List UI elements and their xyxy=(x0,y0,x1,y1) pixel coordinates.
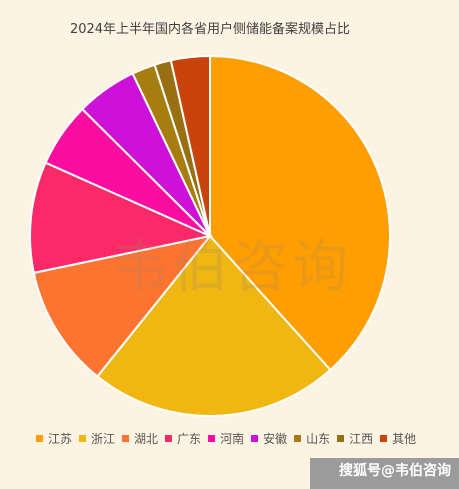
legend-label: 安徽 xyxy=(263,432,288,446)
footer-source-text: 搜狐号@韦伯咨询 xyxy=(339,463,451,479)
legend-item: 山东 xyxy=(294,430,330,447)
chart-legend: 江苏 浙江 湖北 广东 河南 安徽 山东 江西 其他 xyxy=(36,430,456,447)
legend-label: 江西 xyxy=(349,432,374,446)
legend-label: 湖北 xyxy=(134,432,159,446)
legend-swatch xyxy=(165,435,173,442)
legend-label: 广东 xyxy=(177,432,202,446)
legend-swatch xyxy=(337,435,345,442)
legend-item: 浙江 xyxy=(79,430,115,447)
legend-swatch xyxy=(208,435,216,442)
pie-slice-4 xyxy=(29,161,214,275)
legend-swatch xyxy=(294,435,302,442)
pie-slice-1 xyxy=(209,54,391,372)
legend-item: 广东 xyxy=(165,430,201,447)
footer-banner xyxy=(310,458,459,489)
legend-label: 山东 xyxy=(306,432,331,446)
legend-swatch xyxy=(36,435,43,442)
pie-slice-9 xyxy=(169,54,211,237)
legend-swatch xyxy=(122,435,130,442)
legend-swatch xyxy=(251,435,259,442)
legend-label: 江苏 xyxy=(48,432,73,446)
legend-item: 江苏 xyxy=(36,430,72,447)
legend-item: 湖北 xyxy=(122,430,158,447)
legend-label: 其他 xyxy=(392,432,417,446)
pie-chart xyxy=(29,54,391,418)
pie-slice-3 xyxy=(32,234,213,378)
pie-slice-2 xyxy=(95,234,332,418)
legend-swatch xyxy=(380,435,388,442)
legend-item: 河南 xyxy=(208,430,244,447)
legend-item: 安徽 xyxy=(251,430,287,447)
legend-item: 江西 xyxy=(337,430,373,447)
chart-title: 2024年上半年国内各省用户侧储能备案规模占比 xyxy=(69,22,351,37)
legend-label: 浙江 xyxy=(91,432,116,446)
legend-label: 河南 xyxy=(220,432,245,446)
legend-item: 其他 xyxy=(380,430,416,447)
legend-swatch xyxy=(79,435,87,442)
